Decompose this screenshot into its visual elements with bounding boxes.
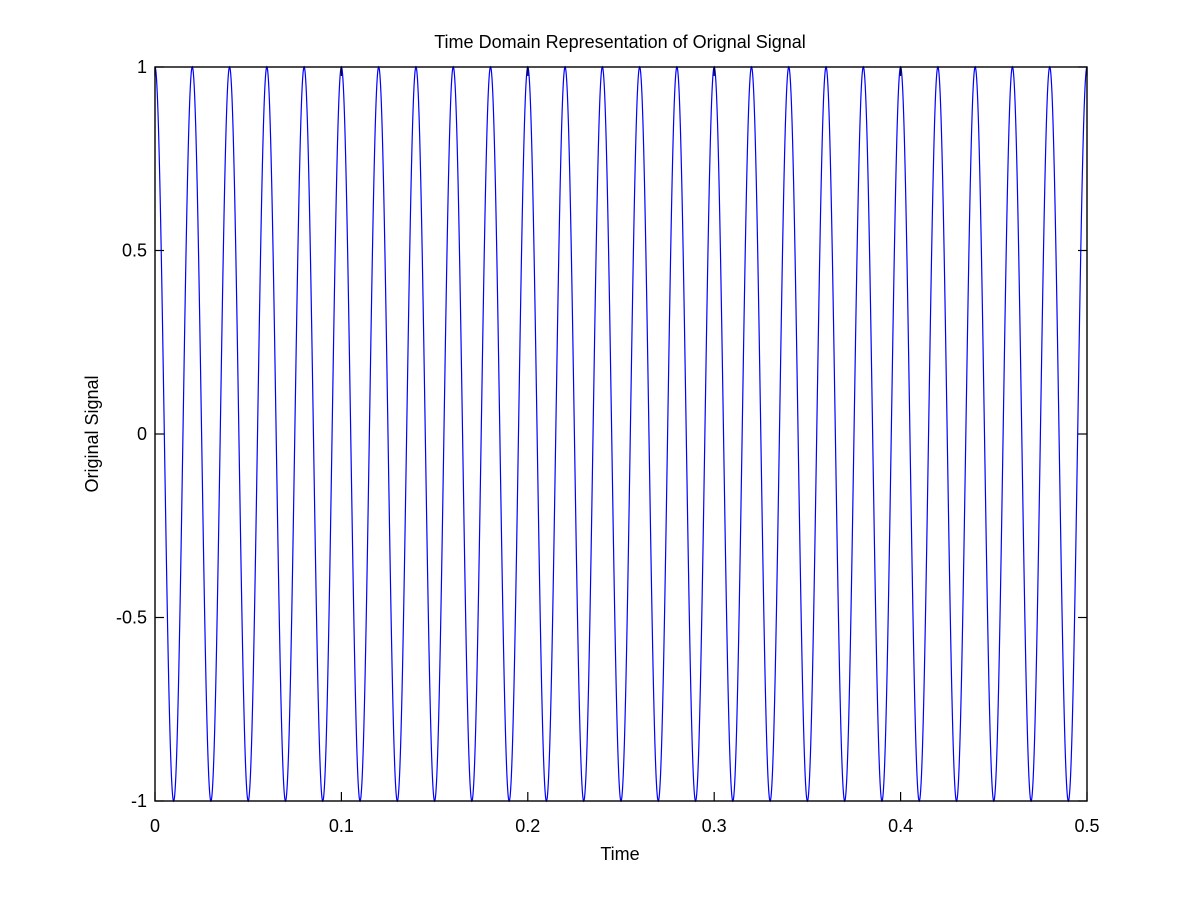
y-tick-label: 0 xyxy=(137,424,147,444)
y-tick-label: 0.5 xyxy=(122,241,147,261)
y-axis-label: Original Signal xyxy=(82,375,102,492)
x-axis-label: Time xyxy=(600,844,639,864)
x-tick-label: 0.3 xyxy=(702,816,727,836)
x-tick-label: 0.4 xyxy=(888,816,913,836)
chart-title: Time Domain Representation of Orignal Si… xyxy=(434,32,806,52)
y-tick-label: -0.5 xyxy=(116,608,147,628)
x-tick-label: 0.1 xyxy=(329,816,354,836)
y-tick-label: -1 xyxy=(131,791,147,811)
y-tick-label: 1 xyxy=(137,57,147,77)
x-tick-label: 0 xyxy=(150,816,160,836)
x-tick-label: 0.5 xyxy=(1074,816,1099,836)
y-axis: -1 -0.5 0 0.5 1 xyxy=(116,57,1087,811)
x-tick-label: 0.2 xyxy=(515,816,540,836)
x-axis: 0 0.1 0.2 0.3 0.4 0.5 xyxy=(150,67,1100,836)
